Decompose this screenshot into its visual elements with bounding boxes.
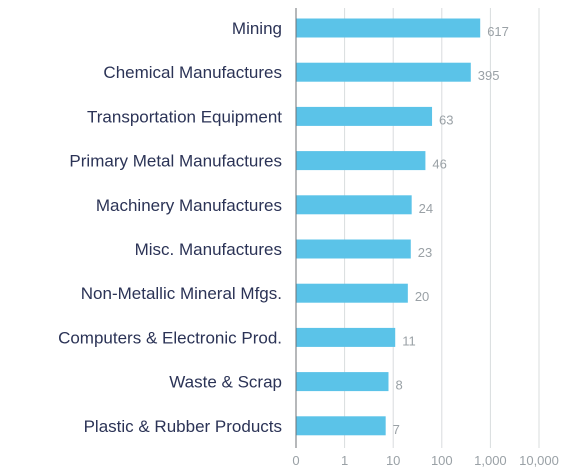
bar xyxy=(296,416,386,436)
value-label: 24 xyxy=(419,201,433,216)
category-label: Plastic & Rubber Products xyxy=(84,417,282,436)
bar xyxy=(296,62,471,82)
x-tick-label: 1 xyxy=(341,453,348,468)
label-layer: Mining 617 Chemical Manufactures 395 Transpo… xyxy=(58,19,509,437)
category-label: Chemical Manufactures xyxy=(103,63,282,82)
x-tick-label: 1,000 xyxy=(474,453,507,468)
category-label: Computers & Electronic Prod. xyxy=(58,328,282,347)
bar xyxy=(296,151,426,171)
category-label: Primary Metal Manufactures xyxy=(69,152,282,171)
bar xyxy=(296,18,481,38)
value-label: 63 xyxy=(439,112,453,127)
x-axis-ticks: 0 1 10 100 1,000 10,000 xyxy=(292,453,559,468)
value-label: 7 xyxy=(393,422,400,437)
x-tick-label: 10,000 xyxy=(519,453,559,468)
value-label: 23 xyxy=(418,245,432,260)
x-tick-label: 10 xyxy=(386,453,400,468)
x-tick-label: 0 xyxy=(292,453,299,468)
bar xyxy=(296,195,412,215)
bar xyxy=(296,372,389,392)
category-label: Mining xyxy=(232,19,282,38)
value-label: 395 xyxy=(478,68,500,83)
category-label: Non-Metallic Mineral Mfgs. xyxy=(81,284,282,303)
value-label: 46 xyxy=(432,157,446,172)
value-label: 20 xyxy=(415,289,429,304)
category-label: Waste & Scrap xyxy=(169,373,282,392)
bar-layer xyxy=(296,18,481,436)
bar xyxy=(296,106,433,126)
bar xyxy=(296,239,411,259)
category-label: Misc. Manufactures xyxy=(135,240,282,259)
bar xyxy=(296,327,396,347)
bar xyxy=(296,283,408,303)
category-label: Transportation Equipment xyxy=(87,107,282,126)
value-label: 8 xyxy=(395,378,402,393)
x-tick-label: 100 xyxy=(431,453,453,468)
value-label: 11 xyxy=(402,333,416,348)
value-label: 617 xyxy=(487,24,509,39)
category-label: Machinery Manufactures xyxy=(96,196,282,215)
